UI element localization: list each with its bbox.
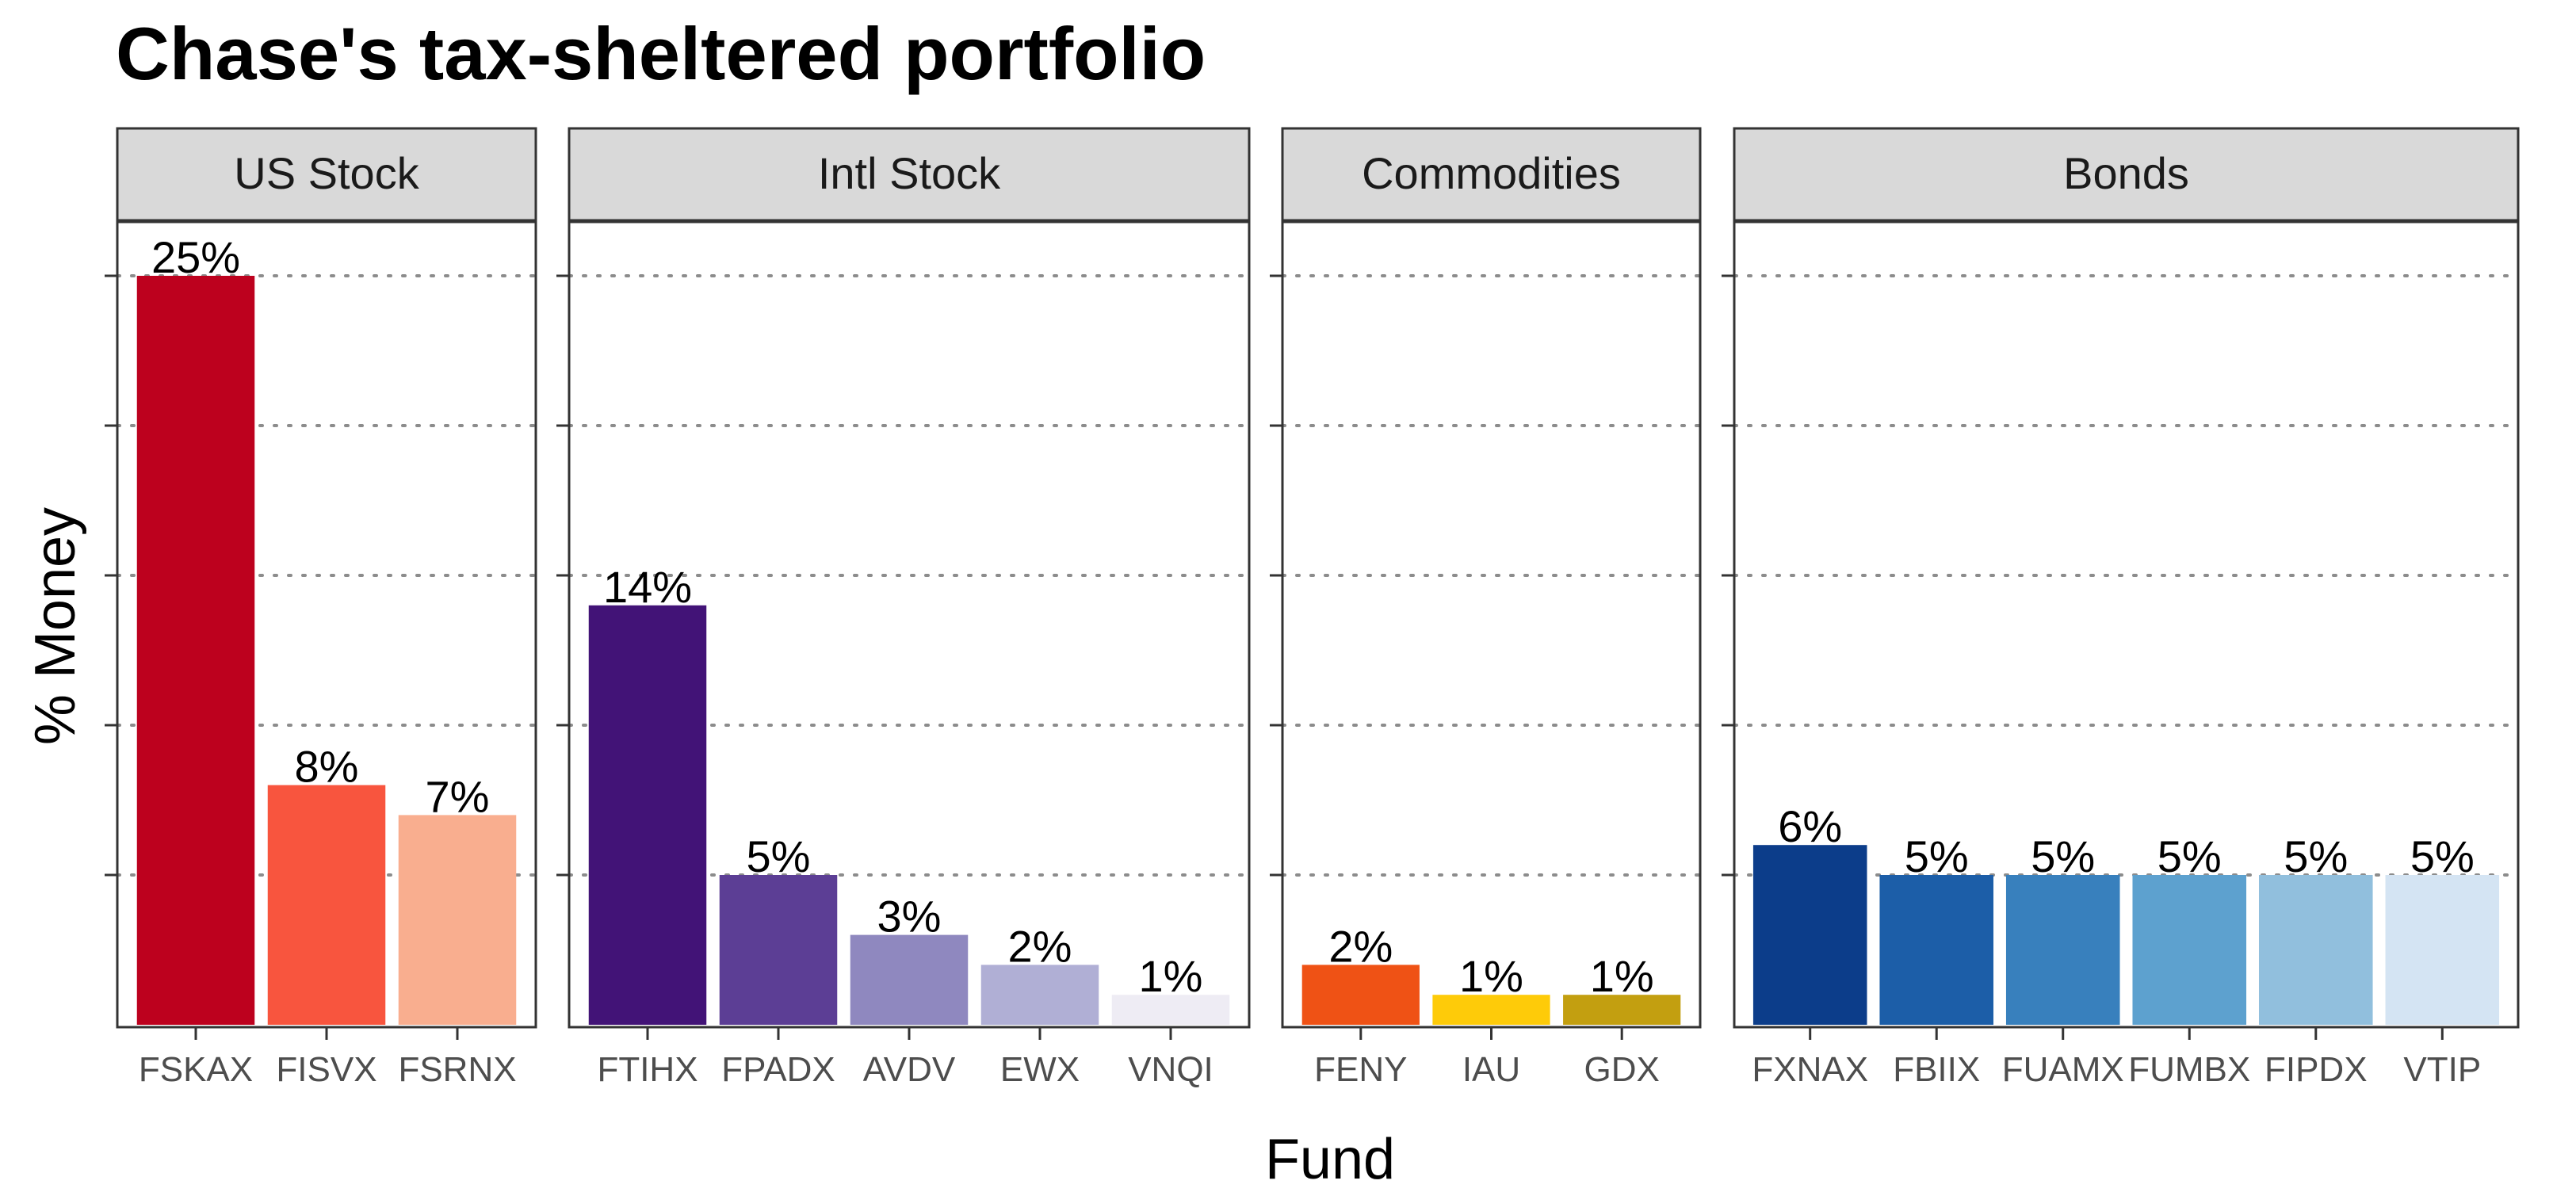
bar-fipdx xyxy=(2258,875,2373,1025)
bar-value-label: 14% xyxy=(603,562,692,612)
x-tick-label: FXNAX xyxy=(1752,1050,1868,1089)
bar-iau xyxy=(1432,995,1550,1025)
facet-strip xyxy=(1281,127,1702,222)
x-tick-label: FTIHX xyxy=(597,1050,698,1089)
bar-value-label: 5% xyxy=(2031,831,2095,881)
panel-border xyxy=(116,220,537,1029)
panel-border xyxy=(568,220,1251,1029)
x-tick-label: FSRNX xyxy=(398,1050,516,1089)
bar-value-label: 6% xyxy=(1778,801,1842,851)
x-tick-label: VNQI xyxy=(1128,1050,1213,1089)
bar-value-label: 1% xyxy=(1590,951,1654,1001)
panel-border xyxy=(1733,220,2520,1029)
bar-fskax xyxy=(136,276,255,1025)
x-tick-label: IAU xyxy=(1462,1050,1520,1089)
chart-title: Chase's tax-sheltered portfolio xyxy=(116,12,1206,95)
facet-us-stock: 25% FSKAX 8% FISVX 7% FSRNX US Stock xyxy=(105,127,537,1089)
x-tick-label: VTIP xyxy=(2403,1050,2481,1089)
bar-fisvx xyxy=(267,785,386,1025)
facet-strip-label: Bonds xyxy=(2063,148,2189,198)
facet-strip xyxy=(568,127,1251,222)
bar-gdx xyxy=(1563,995,1681,1025)
bar-value-label: 1% xyxy=(1139,951,1203,1001)
bar-value-label: 3% xyxy=(877,892,942,942)
x-tick-label: EWX xyxy=(1000,1050,1080,1089)
bar-fxnax xyxy=(1752,845,1867,1025)
bar-value-label: 5% xyxy=(747,831,811,881)
bar-value-label: 5% xyxy=(2410,831,2475,881)
facet-commodities: 2% FENY 1% IAU 1% GDX Commodities xyxy=(1270,127,1702,1089)
x-tick-label: FPADX xyxy=(721,1050,835,1089)
bar-feny xyxy=(1301,965,1420,1025)
facet-bonds: 6% FXNAX 5% FBIIX 5% FUAMX 5% FUMBX 5% FIPDX 5% VTI… xyxy=(1722,127,2520,1089)
facet-strip-label: Commodities xyxy=(1362,148,1621,198)
x-tick-label: FSKAX xyxy=(139,1050,253,1089)
facet-strip xyxy=(1733,127,2520,222)
bar-value-label: 2% xyxy=(1008,921,1072,971)
x-tick-label: FENY xyxy=(1314,1050,1407,1089)
bar-ewx xyxy=(980,965,1099,1025)
bar-value-label: 5% xyxy=(2284,831,2348,881)
bar-fuamx xyxy=(2005,875,2120,1025)
x-tick-label: AVDV xyxy=(863,1050,956,1089)
panel-border xyxy=(1281,220,1702,1029)
bar-value-label: 5% xyxy=(1905,831,1969,881)
x-tick-label: GDX xyxy=(1584,1050,1660,1089)
bar-value-label: 2% xyxy=(1328,921,1393,971)
bar-fsrnx xyxy=(398,815,517,1025)
bar-fbiix xyxy=(1879,875,1994,1025)
x-tick-label: FIPDX xyxy=(2265,1050,2368,1089)
bar-vtip xyxy=(2385,875,2500,1025)
bar-fumbx xyxy=(2132,875,2247,1025)
x-tick-label: FUMBX xyxy=(2128,1050,2250,1089)
facet-strip xyxy=(116,127,537,222)
panel-background xyxy=(1282,222,1700,1027)
bar-value-label: 5% xyxy=(2157,831,2222,881)
bar-fpadx xyxy=(719,875,838,1025)
x-axis-label: Fund xyxy=(1264,1128,1396,1191)
bar-ftihx xyxy=(588,605,707,1025)
bar-vnqi xyxy=(1111,995,1230,1025)
bar-value-label: 7% xyxy=(426,771,490,821)
x-tick-label: FISVX xyxy=(276,1050,376,1089)
x-tick-label: FBIIX xyxy=(1893,1050,1980,1089)
x-tick-label: FUAMX xyxy=(2002,1050,2124,1089)
facet-strip-label: Intl Stock xyxy=(818,148,1001,198)
facet-intl-stock: 14% FTIHX 5% FPADX 3% AVDV 2% EWX 1% VNQI Intl Sto… xyxy=(556,127,1251,1089)
bar-value-label: 8% xyxy=(295,742,359,792)
bar-avdv xyxy=(850,934,969,1025)
bar-value-label: 1% xyxy=(1459,951,1523,1001)
facet-strip-label: US Stock xyxy=(234,148,419,198)
bar-value-label: 25% xyxy=(151,232,240,282)
